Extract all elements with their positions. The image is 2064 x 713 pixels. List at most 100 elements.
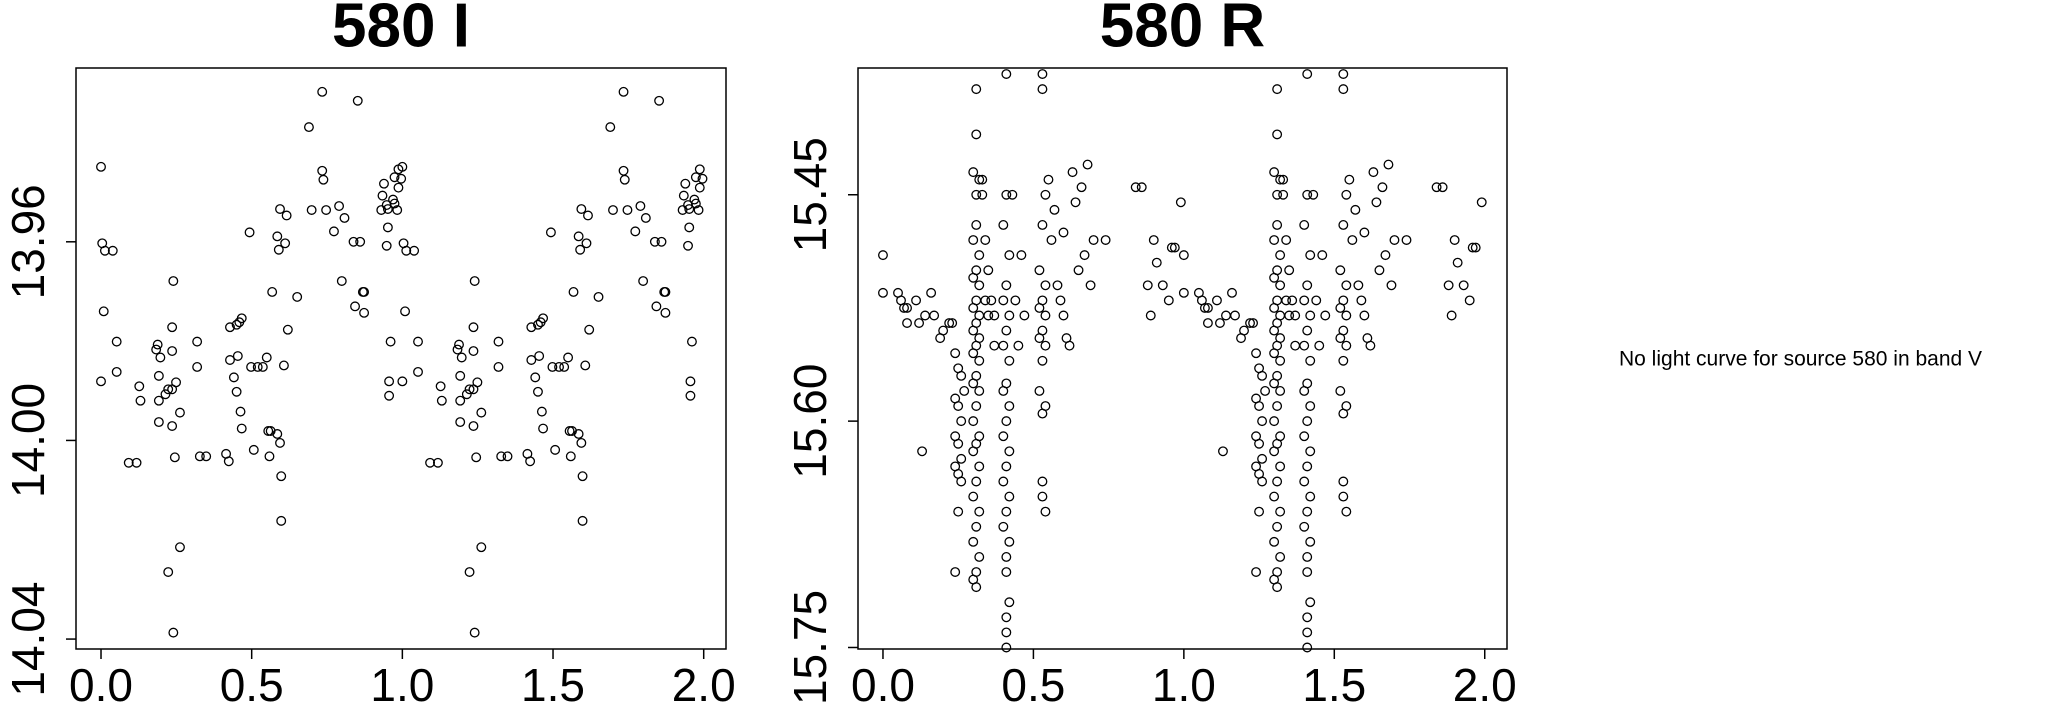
point xyxy=(244,227,255,238)
point xyxy=(1353,280,1364,291)
point xyxy=(155,352,166,363)
point xyxy=(1305,310,1316,321)
point xyxy=(983,265,994,276)
point xyxy=(252,361,263,372)
point xyxy=(998,340,1009,351)
point xyxy=(971,476,982,487)
point xyxy=(1001,642,1012,653)
point xyxy=(276,471,287,482)
point xyxy=(1272,219,1283,230)
point xyxy=(1305,446,1316,457)
point xyxy=(565,451,576,462)
point xyxy=(1001,567,1012,577)
point xyxy=(1287,295,1298,306)
point xyxy=(1169,242,1180,253)
point xyxy=(292,291,303,302)
point xyxy=(236,313,247,324)
point xyxy=(1377,182,1388,193)
point xyxy=(435,381,446,392)
point xyxy=(1335,333,1346,344)
y-tick-label: 15.75 xyxy=(784,590,836,705)
point xyxy=(1299,219,1310,230)
point xyxy=(1335,302,1346,313)
point xyxy=(573,429,584,439)
point xyxy=(392,205,403,215)
point xyxy=(1347,235,1358,245)
point xyxy=(1308,189,1319,200)
point xyxy=(1076,182,1087,193)
point xyxy=(455,370,466,381)
point xyxy=(225,355,235,365)
point xyxy=(1302,280,1313,291)
point xyxy=(1001,325,1012,336)
point xyxy=(1145,310,1156,321)
point xyxy=(1344,174,1355,185)
point xyxy=(1269,491,1280,502)
point xyxy=(468,322,479,333)
point xyxy=(584,324,595,335)
point xyxy=(1368,167,1379,178)
point xyxy=(605,122,616,133)
point xyxy=(971,401,982,411)
point xyxy=(576,204,587,214)
point xyxy=(1227,287,1237,298)
point xyxy=(359,307,370,318)
point xyxy=(1202,302,1213,313)
point xyxy=(1389,235,1400,245)
point xyxy=(1302,69,1313,79)
point xyxy=(1064,340,1075,351)
point xyxy=(1458,280,1469,291)
point xyxy=(135,395,146,406)
point xyxy=(660,287,671,297)
point xyxy=(1302,416,1313,427)
point xyxy=(469,627,480,638)
point xyxy=(1001,280,1012,291)
point xyxy=(998,431,1009,442)
point xyxy=(980,295,991,306)
point xyxy=(1467,242,1478,253)
point xyxy=(1305,401,1316,411)
point xyxy=(235,406,246,417)
point xyxy=(1163,295,1174,306)
point xyxy=(355,236,366,247)
point xyxy=(169,452,180,463)
point xyxy=(1251,567,1262,577)
point xyxy=(350,301,360,312)
point xyxy=(1302,189,1313,200)
point xyxy=(246,361,257,372)
point xyxy=(1476,197,1487,208)
point xyxy=(1046,235,1057,245)
point xyxy=(1100,235,1111,245)
point xyxy=(1175,197,1186,208)
point xyxy=(1004,401,1015,411)
point xyxy=(950,348,961,359)
point xyxy=(318,174,329,185)
point xyxy=(96,376,106,387)
point xyxy=(339,213,350,223)
point xyxy=(998,385,1009,396)
point xyxy=(690,172,701,183)
point xyxy=(1257,453,1268,464)
point xyxy=(476,407,487,418)
point xyxy=(1037,355,1048,366)
point xyxy=(1431,182,1442,193)
point xyxy=(1272,521,1283,532)
point xyxy=(1341,280,1352,291)
point xyxy=(1359,227,1370,238)
point xyxy=(1341,310,1352,321)
point xyxy=(684,222,695,233)
point xyxy=(538,423,549,434)
point xyxy=(971,582,982,593)
point xyxy=(376,205,387,215)
point xyxy=(1272,476,1283,487)
point xyxy=(171,377,181,388)
point xyxy=(959,385,970,396)
point xyxy=(635,201,646,211)
point xyxy=(1275,280,1286,291)
point xyxy=(971,521,982,532)
point xyxy=(1178,250,1189,261)
point xyxy=(281,210,292,221)
point xyxy=(1148,235,1159,245)
point xyxy=(926,287,937,298)
point xyxy=(389,172,400,183)
